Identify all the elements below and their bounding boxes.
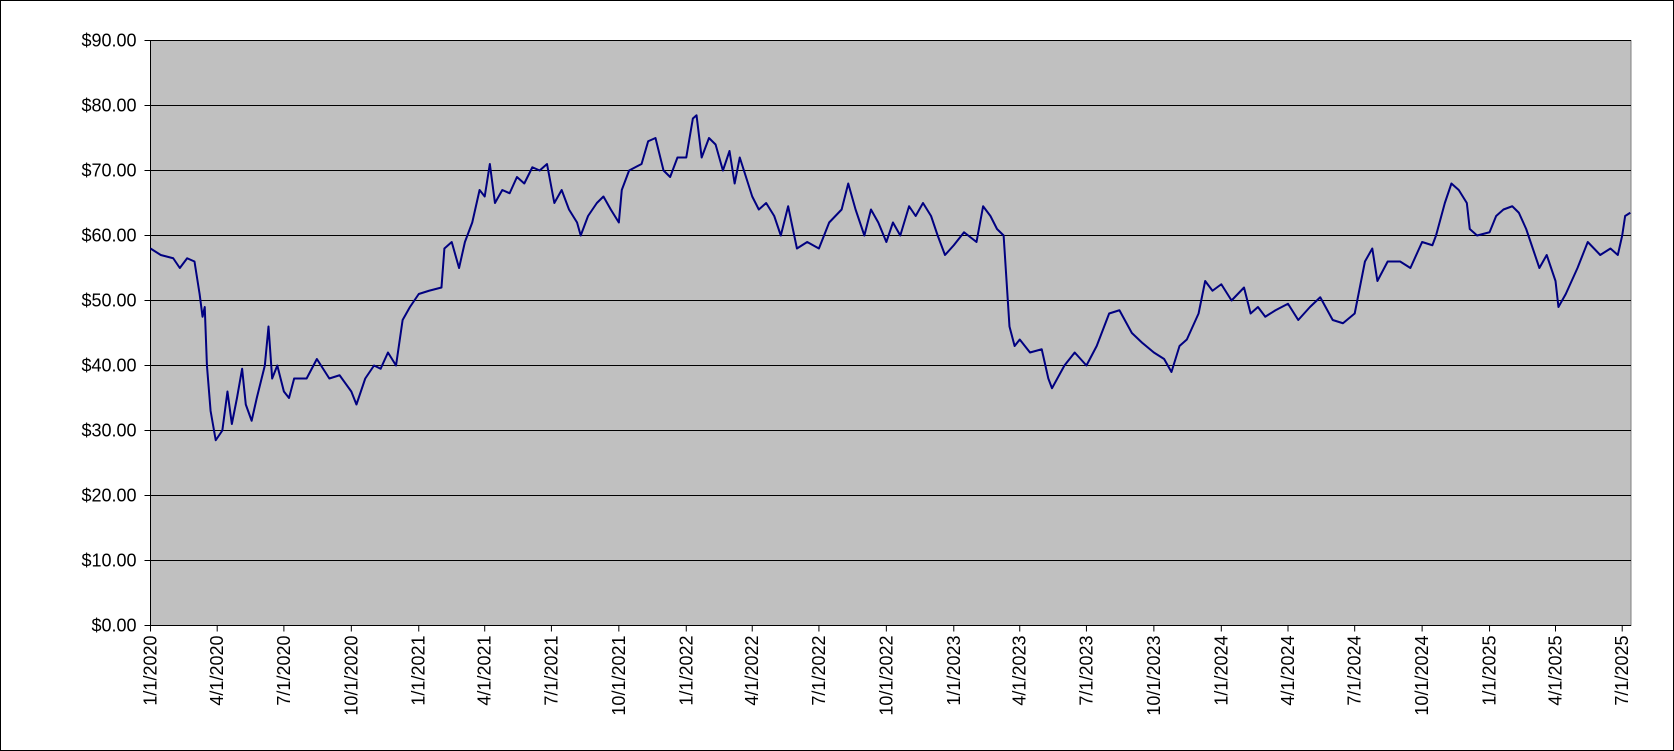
- y-tick-label: $10.00: [81, 551, 136, 571]
- x-tick-label: 1/1/2020: [141, 636, 161, 706]
- price-line: [149, 114, 1631, 442]
- x-tick-label: 1/1/2025: [1480, 636, 1500, 706]
- x-tick-label: 10/1/2021: [609, 636, 629, 716]
- plot-area: [150, 40, 1632, 626]
- x-tick-label: 7/1/2023: [1076, 636, 1096, 706]
- y-tick-label: $80.00: [81, 96, 136, 116]
- x-tick-label: 1/1/2024: [1211, 636, 1231, 706]
- x-tick-label: 10/1/2022: [876, 636, 896, 716]
- x-tick-label: 10/1/2024: [1412, 636, 1432, 716]
- x-tick-label: 4/1/2025: [1546, 636, 1566, 706]
- x-tick-label: 1/1/2022: [676, 636, 696, 706]
- y-tick-label: $40.00: [81, 356, 136, 376]
- x-tick-label: 7/1/2025: [1612, 636, 1632, 706]
- x-tick-label: 7/1/2022: [809, 636, 829, 706]
- x-tick-label: 4/1/2023: [1010, 636, 1030, 706]
- x-tick-label: 10/1/2020: [341, 636, 361, 716]
- y-tick-label: $0.00: [91, 616, 136, 636]
- x-tick-label: 7/1/2020: [274, 636, 294, 706]
- x-tick-label: 4/1/2024: [1278, 636, 1298, 706]
- x-tick-label: 4/1/2021: [475, 636, 495, 706]
- y-tick-label: $70.00: [81, 161, 136, 181]
- x-tick-label: 7/1/2024: [1345, 636, 1365, 706]
- x-tick-label: 1/1/2021: [409, 636, 429, 706]
- x-tick-label: 4/1/2020: [207, 636, 227, 706]
- x-tick-label: 4/1/2022: [742, 636, 762, 706]
- x-tick-label: 10/1/2023: [1144, 636, 1164, 716]
- y-tick-label: $30.00: [81, 421, 136, 441]
- y-tick-label: $90.00: [81, 31, 136, 51]
- y-tick-label: $50.00: [81, 291, 136, 311]
- x-tick-label: 1/1/2023: [944, 636, 964, 706]
- x-tick-label: 7/1/2021: [541, 636, 561, 706]
- y-tick-label: $60.00: [81, 226, 136, 246]
- y-tick-label: $20.00: [81, 486, 136, 506]
